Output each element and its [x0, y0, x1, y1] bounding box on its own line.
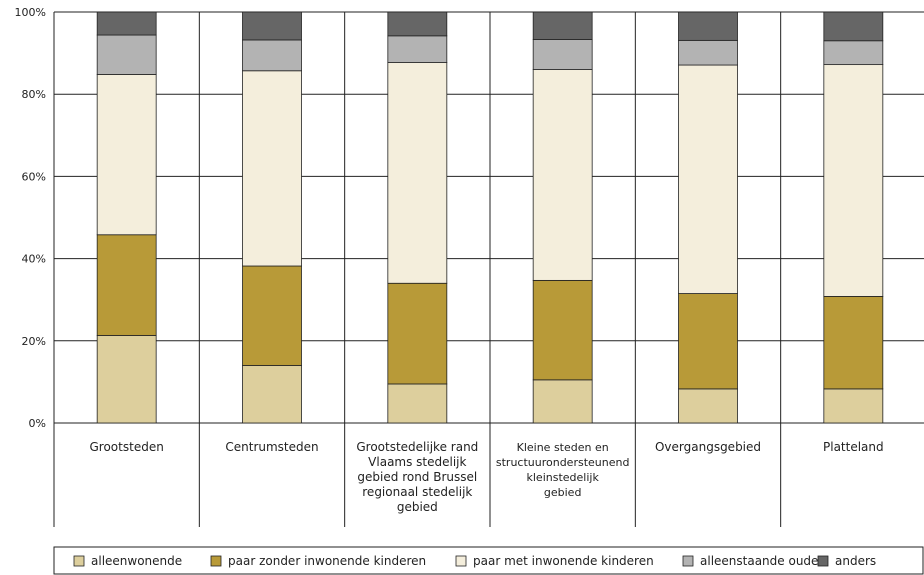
category-label: Grootsteden [90, 440, 164, 454]
bar-segment-anders [387, 11, 448, 37]
legend-box [53, 546, 924, 575]
category-label: Platteland [823, 440, 884, 454]
legend-swatch [817, 555, 829, 567]
y-tick-label: 100% [15, 6, 46, 19]
bar-segment-paar-zonder-inwonende-kinderen [387, 282, 448, 385]
category-label: Centrumsteden [225, 440, 318, 454]
bar-segment-paar-met-inwonende-kinderen [242, 70, 302, 267]
y-tick-label: 0% [29, 417, 46, 430]
grid-lines [53, 11, 924, 527]
bar-segment-anders [96, 11, 157, 36]
bar-segment-paar-zonder-inwonende-kinderen [823, 296, 884, 390]
bar-segment-alleenwonende [387, 383, 448, 424]
y-tick-label: 40% [22, 253, 46, 266]
bar-segment-paar-met-inwonende-kinderen [387, 62, 448, 284]
legend-swatch [73, 555, 85, 567]
bar-segment-alleenstaande-ouder [678, 39, 738, 66]
bar-segment-anders [532, 11, 593, 40]
bar-segment-alleenstaande-ouder [532, 39, 593, 70]
legend-label: paar zonder inwonende kinderen [228, 554, 426, 568]
bar-segment-anders [242, 11, 302, 41]
bar-segment-paar-zonder-inwonende-kinderen [532, 279, 593, 381]
y-tick-label: 80% [22, 88, 46, 101]
bar-segment-alleenstaande-ouder [387, 35, 448, 63]
bar-segment-alleenwonende [532, 379, 593, 424]
category-label: Kleine steden en structuurondersteunend kl… [496, 441, 630, 499]
legend-label: alleenstaande ouder [700, 554, 823, 568]
bar-segment-paar-met-inwonende-kinderen [532, 69, 593, 281]
bar-segment-paar-zonder-inwonende-kinderen [678, 293, 738, 390]
bar-segment-alleenwonende [96, 335, 157, 424]
bar-segment-paar-zonder-inwonende-kinderen [242, 265, 302, 366]
bar-segment-alleenstaande-ouder [823, 40, 884, 66]
legend-swatch [210, 555, 222, 567]
bar-segment-alleenstaande-ouder [242, 39, 302, 72]
legend-swatch [682, 555, 694, 567]
x-axis-categories: Grootsteden Centrumsteden Grootstedelijke … [90, 440, 884, 514]
y-tick-label: 60% [22, 170, 46, 183]
bar-segment-alleenwonende [678, 388, 738, 424]
bar-segment-paar-met-inwonende-kinderen [678, 64, 738, 294]
legend-label: paar met inwonende kinderen [473, 554, 654, 568]
bar-segment-paar-met-inwonende-kinderen [96, 74, 157, 236]
bars [96, 11, 884, 424]
legend-label: alleenwonende [91, 554, 182, 568]
legend-label: anders [835, 554, 876, 568]
category-label: Overgangsgebied [655, 440, 761, 454]
legend: alleenwonende paar zonder inwonende kinde… [53, 546, 924, 575]
y-tick-label: 20% [22, 335, 46, 348]
bar-segment-anders [823, 11, 884, 42]
bar-segment-alleenwonende [242, 365, 302, 424]
category-label: Grootstedelijke rand Vlaams stedelijk gebi… [356, 440, 478, 514]
legend-swatch [455, 555, 467, 567]
bar-segment-alleenwonende [823, 388, 884, 424]
bar-segment-paar-met-inwonende-kinderen [823, 64, 884, 297]
bar-segment-anders [678, 11, 738, 41]
bar-segment-paar-zonder-inwonende-kinderen [96, 234, 157, 336]
y-axis: 0% 20% 40% 60% 80% 100% [15, 6, 46, 430]
bar-segment-alleenstaande-ouder [96, 34, 157, 75]
